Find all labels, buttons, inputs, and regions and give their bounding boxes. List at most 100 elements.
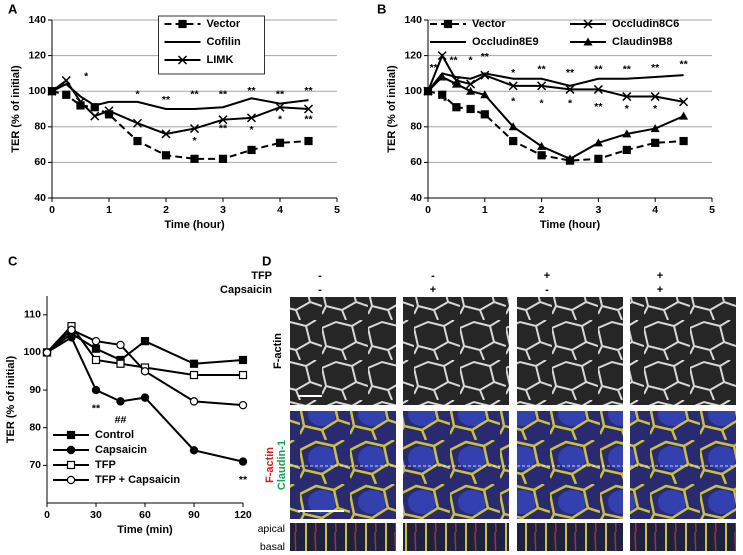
marker — [218, 115, 228, 125]
y-tick-label: 120 — [28, 49, 46, 61]
row-label: F-actin — [264, 447, 276, 483]
marker — [443, 19, 453, 29]
y-tick-label: 100 — [404, 85, 422, 97]
marker — [565, 84, 575, 94]
annotation: * — [568, 97, 573, 109]
marker — [140, 367, 150, 376]
condition-sign: + — [430, 284, 436, 296]
y-tick-label: 100 — [23, 346, 41, 358]
f-actin-image — [403, 297, 509, 405]
condition-sign: + — [657, 284, 663, 296]
marker — [238, 370, 248, 380]
marker — [140, 337, 150, 346]
legend-label: Occludin8C6 — [612, 18, 679, 30]
series-line — [51, 82, 309, 110]
marker — [90, 103, 99, 112]
section-image — [403, 523, 509, 551]
legend-label: LIMK — [207, 54, 234, 66]
marker — [189, 124, 200, 134]
marker — [304, 136, 313, 146]
section-image — [290, 523, 396, 551]
marker — [116, 397, 125, 406]
marker — [583, 37, 593, 46]
annotation: ** — [219, 122, 228, 134]
marker — [466, 79, 476, 89]
annotation: ** — [304, 85, 313, 97]
condition-sign: + — [657, 270, 663, 282]
legend-label: Occludin8E9 — [472, 36, 539, 48]
condition-sign: - — [431, 270, 435, 282]
f-actin-image — [290, 297, 396, 405]
section-image — [630, 523, 736, 551]
marker — [466, 86, 476, 95]
marker — [679, 111, 689, 120]
series-line — [427, 72, 684, 92]
y-tick-label: 110 — [24, 309, 41, 321]
marker — [67, 325, 76, 335]
y-tick-label: 40 — [410, 192, 422, 204]
marker — [275, 138, 285, 147]
legend-label: Cofilin — [207, 36, 241, 48]
annotation: ** — [276, 89, 285, 101]
annotation: ** — [92, 403, 101, 415]
marker — [452, 103, 461, 112]
marker — [218, 154, 228, 163]
marker — [189, 359, 199, 368]
marker — [238, 457, 248, 466]
y-tick-label: 140 — [404, 14, 422, 26]
annotation: ## — [115, 414, 127, 426]
x-tick-label: 5 — [709, 204, 715, 216]
marker — [140, 393, 150, 402]
marker — [238, 400, 248, 410]
section-image — [517, 523, 623, 551]
marker — [480, 70, 490, 80]
marker — [537, 141, 547, 150]
condition-sign: - — [545, 284, 549, 296]
marker — [91, 336, 101, 346]
marker — [650, 92, 660, 102]
marker — [91, 355, 101, 365]
y-axis-title: TER (% of initial) — [10, 65, 22, 153]
marker — [42, 348, 52, 357]
series-line — [51, 79, 309, 135]
panel-label: B — [377, 1, 386, 16]
annotation: ** — [538, 64, 547, 76]
marker — [161, 129, 171, 139]
annotation: ** — [481, 51, 490, 63]
marker — [66, 460, 76, 470]
marker — [116, 359, 125, 368]
marker — [66, 475, 76, 485]
marker — [423, 86, 433, 95]
marker — [508, 122, 518, 131]
condition-sign: - — [318, 284, 322, 296]
merge-image — [630, 411, 736, 519]
y-tick-label: 80 — [34, 121, 46, 133]
x-tick-label: 60 — [139, 509, 151, 521]
annotation: * — [511, 67, 516, 79]
marker — [622, 129, 632, 138]
marker — [67, 333, 76, 342]
marker — [480, 110, 489, 119]
y-tick-label: 80 — [410, 121, 422, 133]
y-tick-label: 140 — [28, 14, 46, 26]
marker — [622, 145, 631, 155]
marker — [437, 72, 447, 81]
marker — [679, 97, 689, 107]
marker — [508, 81, 518, 91]
annotation: * — [540, 97, 545, 109]
annotation: * — [443, 96, 448, 108]
y-tick-label: 80 — [29, 422, 41, 434]
marker — [246, 113, 257, 123]
x-tick-label: 0 — [425, 204, 431, 216]
marker — [47, 86, 57, 96]
annotation: ** — [430, 62, 439, 74]
marker — [247, 145, 256, 155]
row-label: F-actin — [272, 333, 284, 369]
x-tick-label: 5 — [334, 204, 340, 216]
row-label: basal — [260, 541, 285, 553]
condition-sign: - — [318, 270, 322, 282]
annotation: ** — [239, 474, 248, 486]
annotation: ** — [651, 62, 660, 74]
row-label: Claudin-1 — [276, 440, 288, 490]
